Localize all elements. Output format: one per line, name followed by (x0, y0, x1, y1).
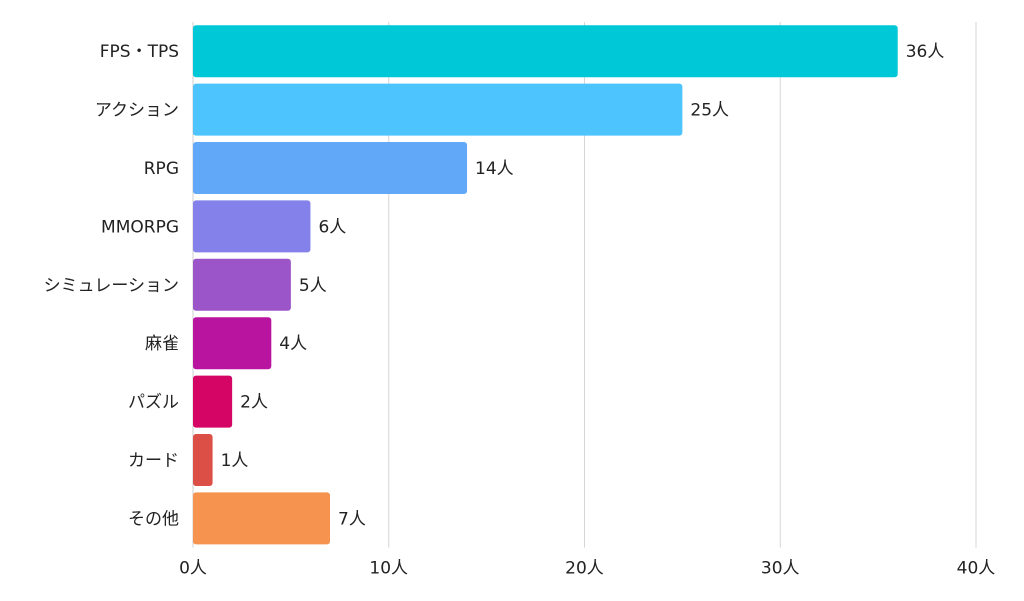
category-label: FPS・TPS (100, 42, 179, 62)
value-label: 4人 (279, 334, 307, 354)
value-label: 1人 (221, 451, 249, 471)
bar-4 (193, 258, 291, 311)
value-label: 14人 (475, 159, 514, 179)
value-label: 36人 (906, 42, 945, 62)
x-tick-label: 10人 (369, 559, 408, 579)
value-label: 25人 (690, 101, 729, 121)
x-tick-label: 0人 (179, 559, 207, 579)
bar-layer (193, 25, 898, 545)
category-label: 麻雀 (145, 334, 179, 354)
bar-8 (193, 492, 331, 545)
bar-6 (193, 375, 233, 428)
category-label: アクション (95, 101, 179, 121)
category-label: カード (128, 451, 179, 471)
value-label: 7人 (338, 509, 366, 529)
bar-0 (193, 25, 898, 78)
x-tick-label: 30人 (761, 559, 800, 579)
bar-1 (193, 83, 683, 136)
bar-3 (193, 200, 311, 253)
value-label: 2人 (240, 393, 268, 413)
tick-layer: 0人 10人 20人 30人 40人 (179, 559, 995, 579)
x-tick-label: 40人 (957, 559, 996, 579)
category-label: MMORPG (101, 217, 179, 237)
bar-7 (193, 434, 213, 486)
category-label: シミュレーション (44, 276, 179, 296)
value-label: 5人 (299, 276, 327, 296)
bar-5 (193, 317, 272, 370)
category-label: その他 (128, 509, 179, 529)
x-tick-label: 20人 (565, 559, 604, 579)
category-label: パズル (128, 393, 179, 413)
value-label: 6人 (318, 217, 346, 237)
bar-2 (193, 142, 468, 194)
category-label: RPG (144, 159, 179, 179)
